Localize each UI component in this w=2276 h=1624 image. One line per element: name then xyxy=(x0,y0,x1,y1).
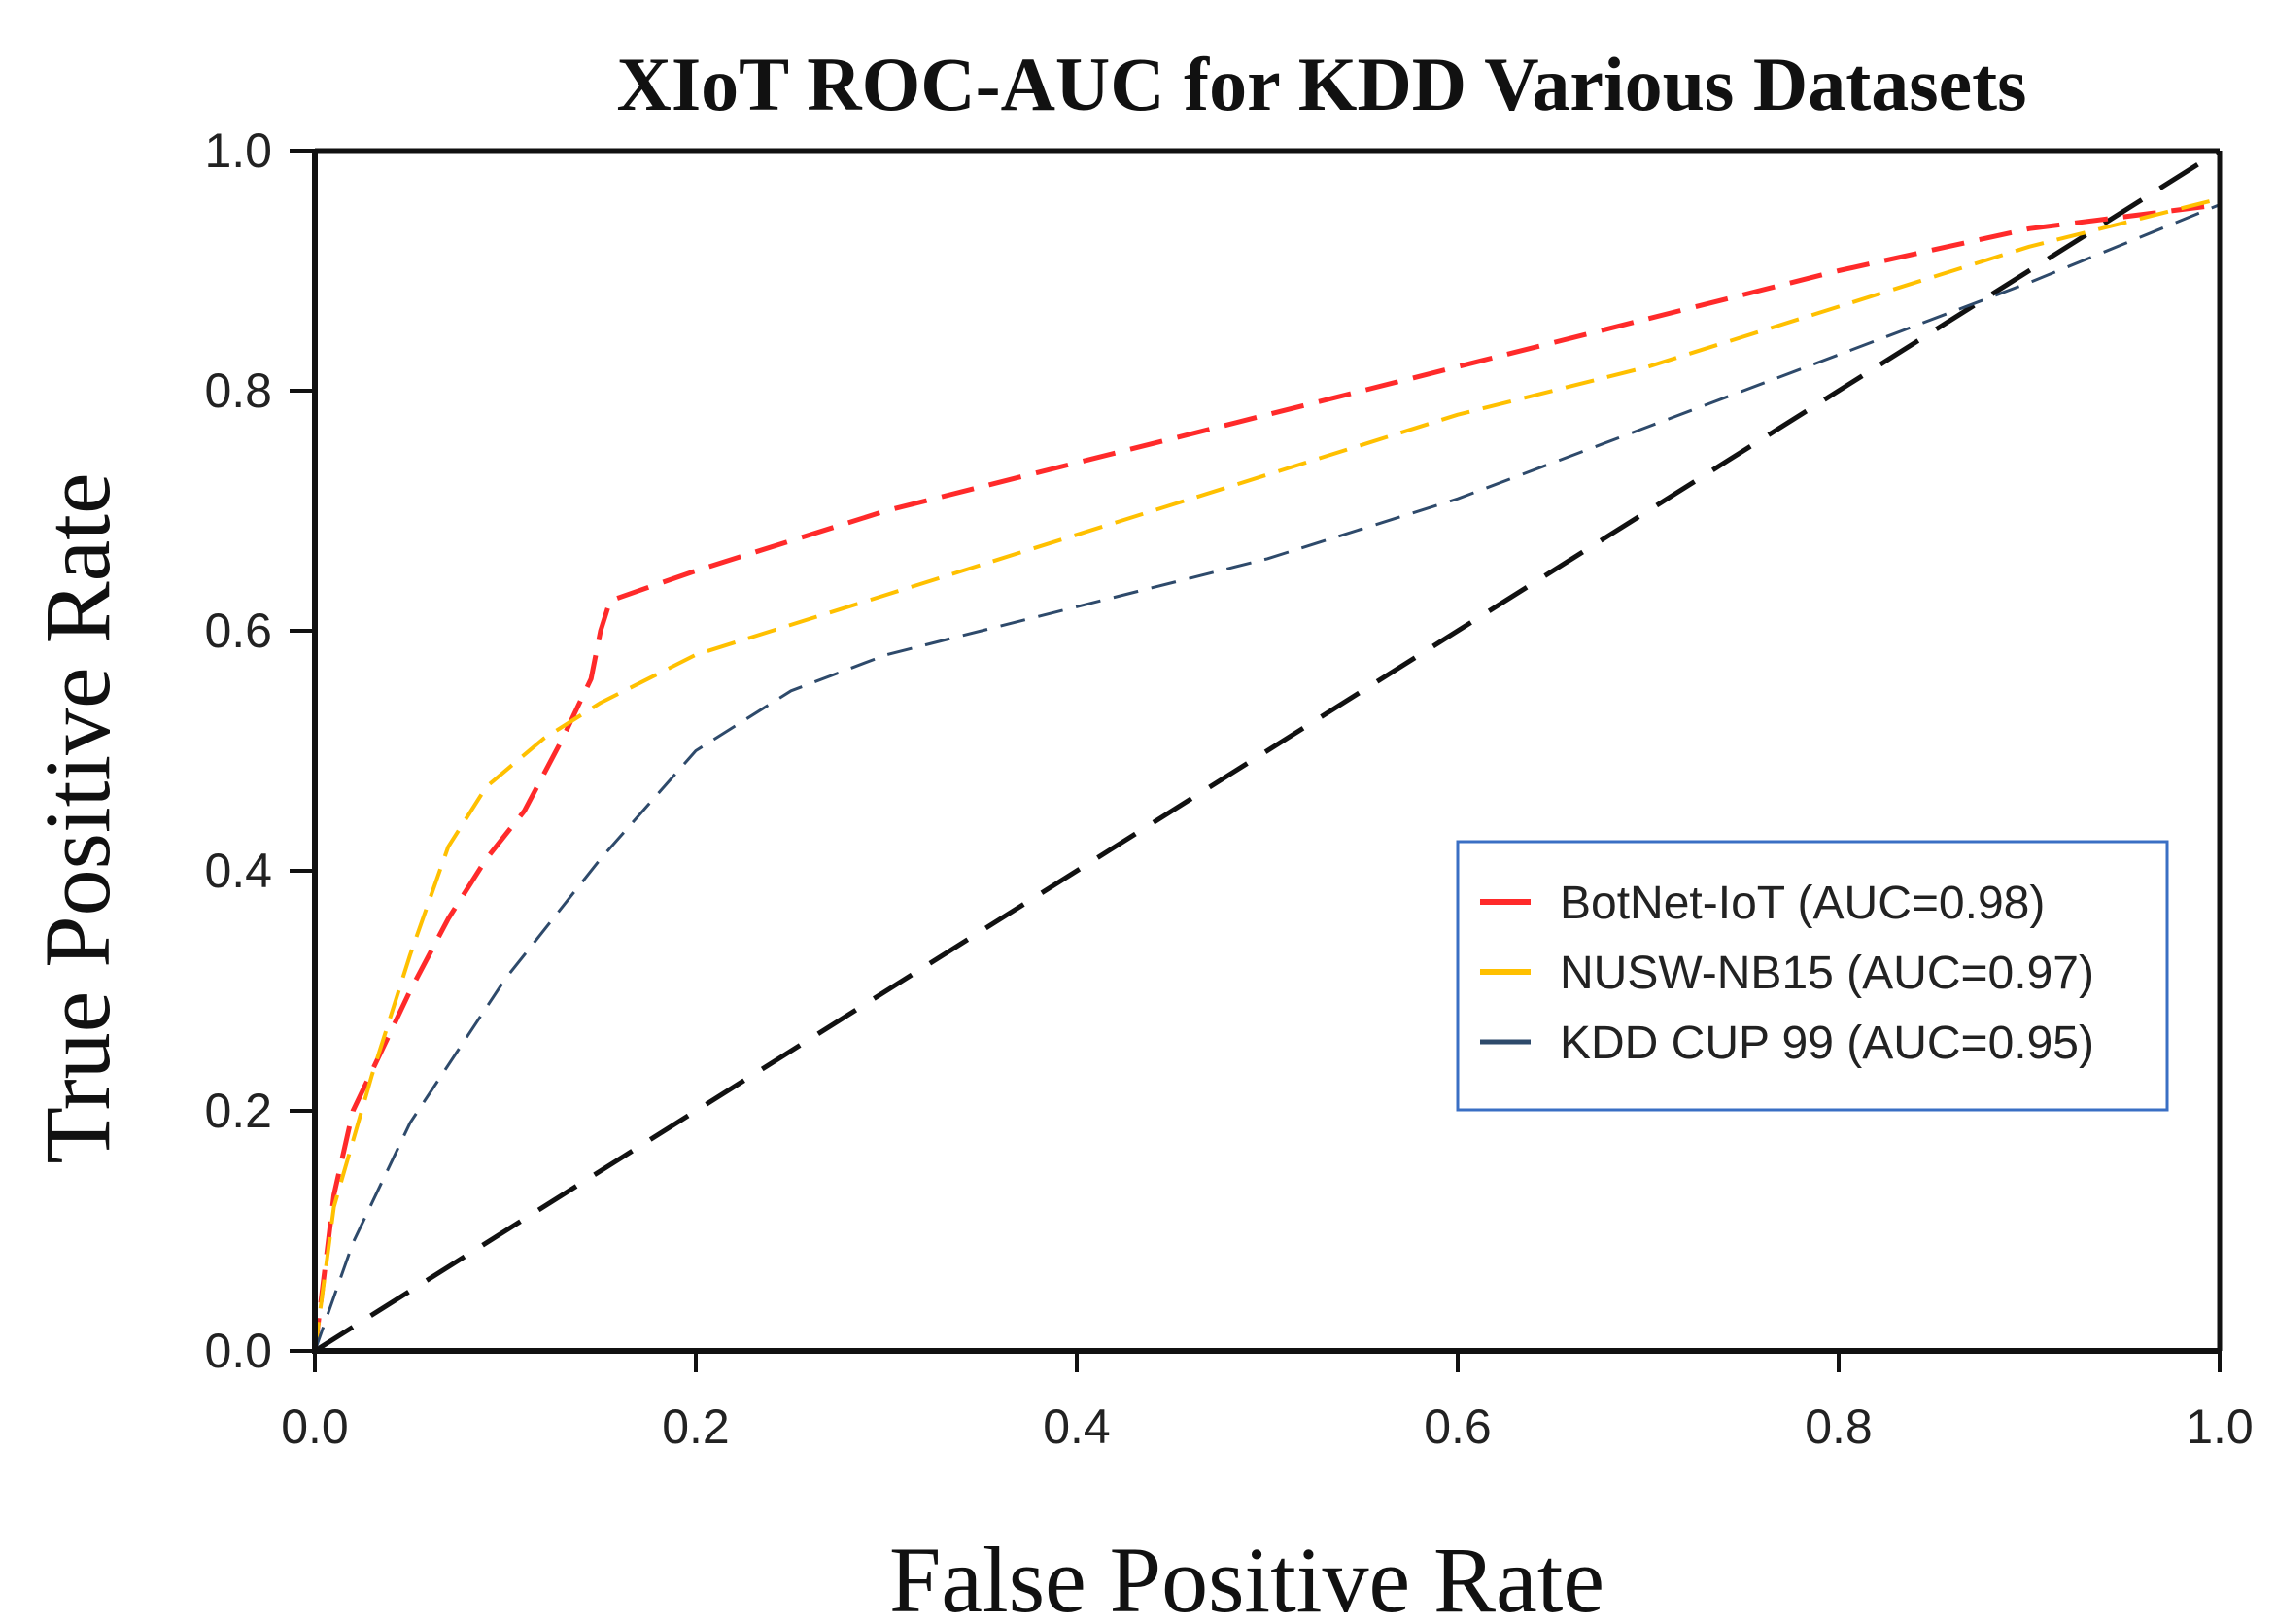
x-axis-label: False Positive Rate xyxy=(889,1528,1604,1624)
series-line-1 xyxy=(313,196,2221,1352)
legend-box xyxy=(1456,840,2169,1112)
x-tick-label: 0.2 xyxy=(662,1399,730,1454)
legend: BotNet-IoT (AUC=0.98) NUSW-NB15 (AUC=0.9… xyxy=(1456,840,2169,1112)
chance-reference-line xyxy=(313,148,2222,1354)
series-line-2 xyxy=(313,203,2221,1352)
series-layer xyxy=(312,148,2222,1354)
y-tick-label: 0.4 xyxy=(204,844,272,898)
y-axis-label: True Positive Rate xyxy=(25,472,129,1163)
y-tick-label: 0.8 xyxy=(204,363,272,418)
series-line-0 xyxy=(312,202,2221,1352)
x-tick-label: 0.4 xyxy=(1043,1399,1111,1454)
y-tick-label: 1.0 xyxy=(204,123,272,178)
x-tick-label: 0.8 xyxy=(1805,1399,1873,1454)
legend-label-botnet: BotNet-IoT (AUC=0.98) xyxy=(1560,878,2045,929)
y-tick-label: 0.0 xyxy=(204,1324,272,1378)
y-tick-label: 0.6 xyxy=(204,604,272,658)
x-tick-label: 0.6 xyxy=(1424,1399,1492,1454)
x-tick-label: 0.0 xyxy=(281,1399,349,1454)
x-tick-label: 1.0 xyxy=(2186,1399,2254,1454)
chart-title: XIoT ROC-AUC for KDD Various Datasets xyxy=(617,42,2027,126)
legend-label-nusw: NUSW-NB15 (AUC=0.97) xyxy=(1560,948,2094,999)
legend-label-kdd: KDD CUP 99 (AUC=0.95) xyxy=(1560,1018,2094,1069)
ticks-layer: 0.0 0.2 0.4 0.6 0.8 1.0 0.0 0.2 0.4 0.6 0.8 1.0 xyxy=(204,123,2253,1454)
axes-layer xyxy=(312,148,2223,1354)
y-tick-label: 0.2 xyxy=(204,1084,272,1138)
